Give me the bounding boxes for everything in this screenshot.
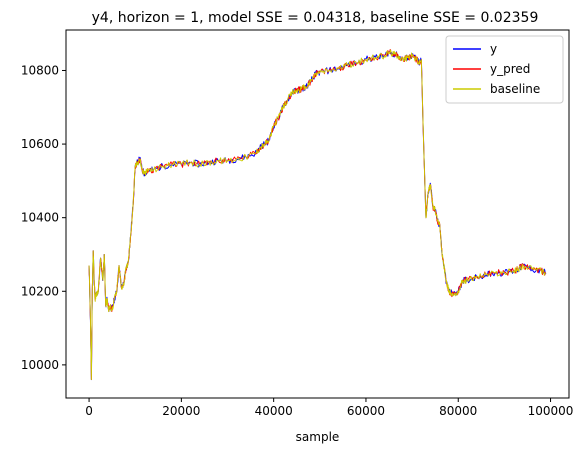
axis-ticks: 0 20000 40000 60000 80000 100000 10000 10200 104… <box>21 63 574 418</box>
legend: y y_pred baseline <box>445 35 564 104</box>
axes-frame <box>65 29 570 399</box>
y-tick-label: 10200 <box>21 284 59 298</box>
y-tick-label: 10800 <box>21 63 59 77</box>
legend-label-baseline: baseline <box>490 82 540 96</box>
x-tick-label: 80000 <box>439 404 477 418</box>
y-tick-label: 10000 <box>21 358 59 372</box>
plot-area <box>88 48 547 381</box>
legend-box <box>445 35 564 104</box>
x-tick-label: 100000 <box>528 404 574 418</box>
y-tick-label: 10400 <box>21 211 59 225</box>
x-tick-label: 40000 <box>255 404 293 418</box>
x-tick-label: 0 <box>85 404 93 418</box>
legend-label-y_pred: y_pred <box>490 62 530 76</box>
chart-title: y4, horizon = 1, model SSE = 0.04318, ba… <box>92 10 539 26</box>
x-tick-label: 60000 <box>347 404 385 418</box>
legend-label-y: y <box>490 42 497 56</box>
y-tick-label: 10600 <box>21 137 59 151</box>
x-axis-label: sample <box>296 430 340 444</box>
series-line-baseline <box>88 49 547 381</box>
x-tick-label: 20000 <box>162 404 200 418</box>
